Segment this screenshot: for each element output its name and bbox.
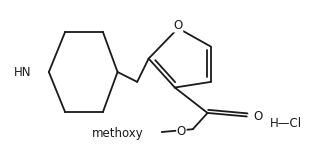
Text: H—Cl: H—Cl <box>270 117 302 130</box>
Text: HN: HN <box>14 66 31 78</box>
Text: O: O <box>177 125 186 138</box>
Text: methoxy: methoxy <box>92 127 144 140</box>
Text: O: O <box>174 19 183 32</box>
Text: O: O <box>253 110 263 123</box>
